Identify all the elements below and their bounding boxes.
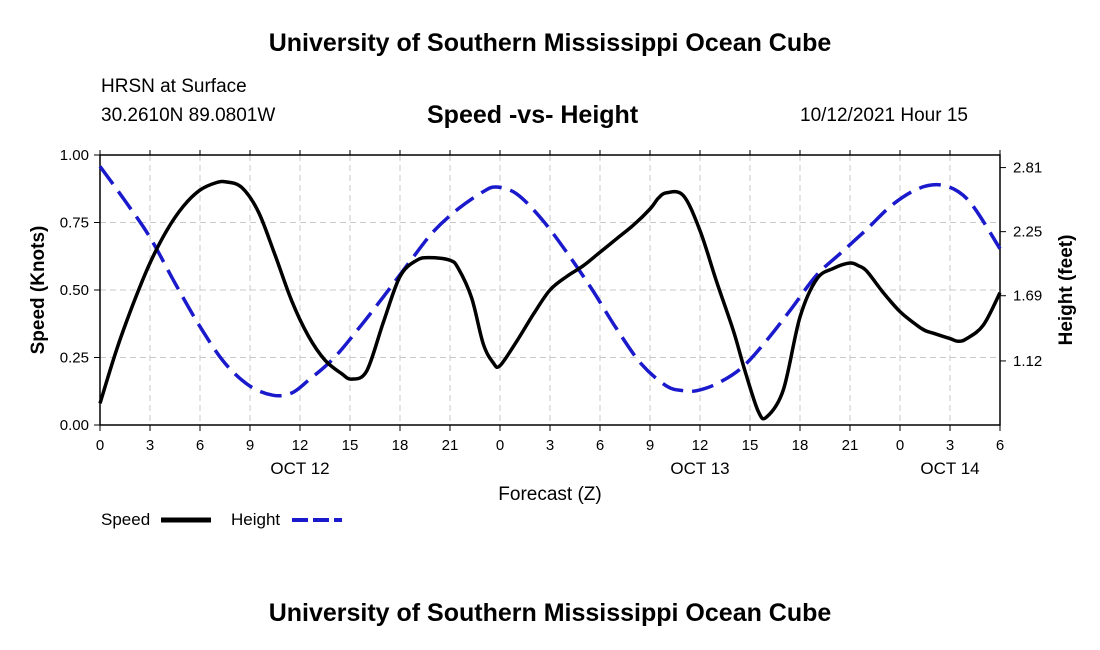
series-layer	[98, 165, 1002, 421]
x-tick-label: 9	[646, 437, 654, 454]
x-tick-label: 3	[546, 437, 554, 454]
y-tick-label: 0.25	[60, 350, 89, 367]
y2-tick-label: 2.81	[1013, 160, 1042, 177]
station-label: HRSN at Surface	[101, 76, 247, 97]
day-label: OCT 13	[670, 459, 729, 478]
station-coordinates: 30.2610N 89.0801W	[101, 105, 276, 126]
x-tick-label: 0	[496, 437, 504, 454]
x-tick-label: 18	[792, 437, 809, 454]
series-speed-line	[98, 179, 1002, 421]
y2-tick-label: 1.69	[1013, 288, 1042, 305]
x-tick-label: 15	[742, 437, 759, 454]
x-tick-label: 3	[146, 437, 154, 454]
legend: Speed Height	[101, 510, 342, 529]
y-tick-label: 0.50	[60, 282, 89, 299]
y2-tick-label: 2.25	[1013, 224, 1042, 241]
x-tick-label: 21	[842, 437, 859, 454]
y-tick-label: 1.00	[60, 147, 89, 164]
x-tick-label: 12	[292, 437, 309, 454]
x-tick-label: 9	[246, 437, 254, 454]
x-tick-label: 0	[96, 437, 104, 454]
day-label: OCT 14	[920, 459, 979, 478]
series-height-line	[98, 165, 1002, 398]
y-axis-label: Speed (Knots)	[28, 226, 49, 355]
x-tick-label: 3	[946, 437, 954, 454]
legend-speed-label: Speed	[101, 510, 150, 529]
y-tick-label: 0.00	[60, 417, 89, 434]
x-tick-label: 21	[442, 437, 459, 454]
day-label: OCT 12	[270, 459, 329, 478]
top-title: University of Southern Mississippi Ocean…	[268, 29, 832, 57]
forecast-datetime: 10/12/2021 Hour 15	[800, 105, 968, 126]
y2-axis-label: Height (feet)	[1056, 235, 1077, 346]
legend-height-label: Height	[231, 510, 280, 529]
axis-layer: 0 3 6 9 12 15 18 21 0 3 6 9 12 15 18 21 0 3 6 OCT 12 OCT 13 O…	[60, 147, 1042, 478]
x-tick-label: 18	[392, 437, 409, 454]
y2-tick-label: 1.12	[1013, 353, 1042, 370]
chart-title: Speed -vs- Height	[427, 101, 639, 129]
x-axis-label: Forecast (Z)	[498, 484, 601, 505]
x-tick-label: 6	[196, 437, 204, 454]
x-tick-label: 6	[996, 437, 1004, 454]
x-tick-label: 12	[692, 437, 709, 454]
x-tick-label: 6	[596, 437, 604, 454]
bottom-title: University of Southern Mississippi Ocean…	[268, 599, 832, 627]
y-tick-label: 0.75	[60, 215, 89, 232]
x-tick-label: 15	[342, 437, 359, 454]
x-tick-label: 0	[896, 437, 904, 454]
